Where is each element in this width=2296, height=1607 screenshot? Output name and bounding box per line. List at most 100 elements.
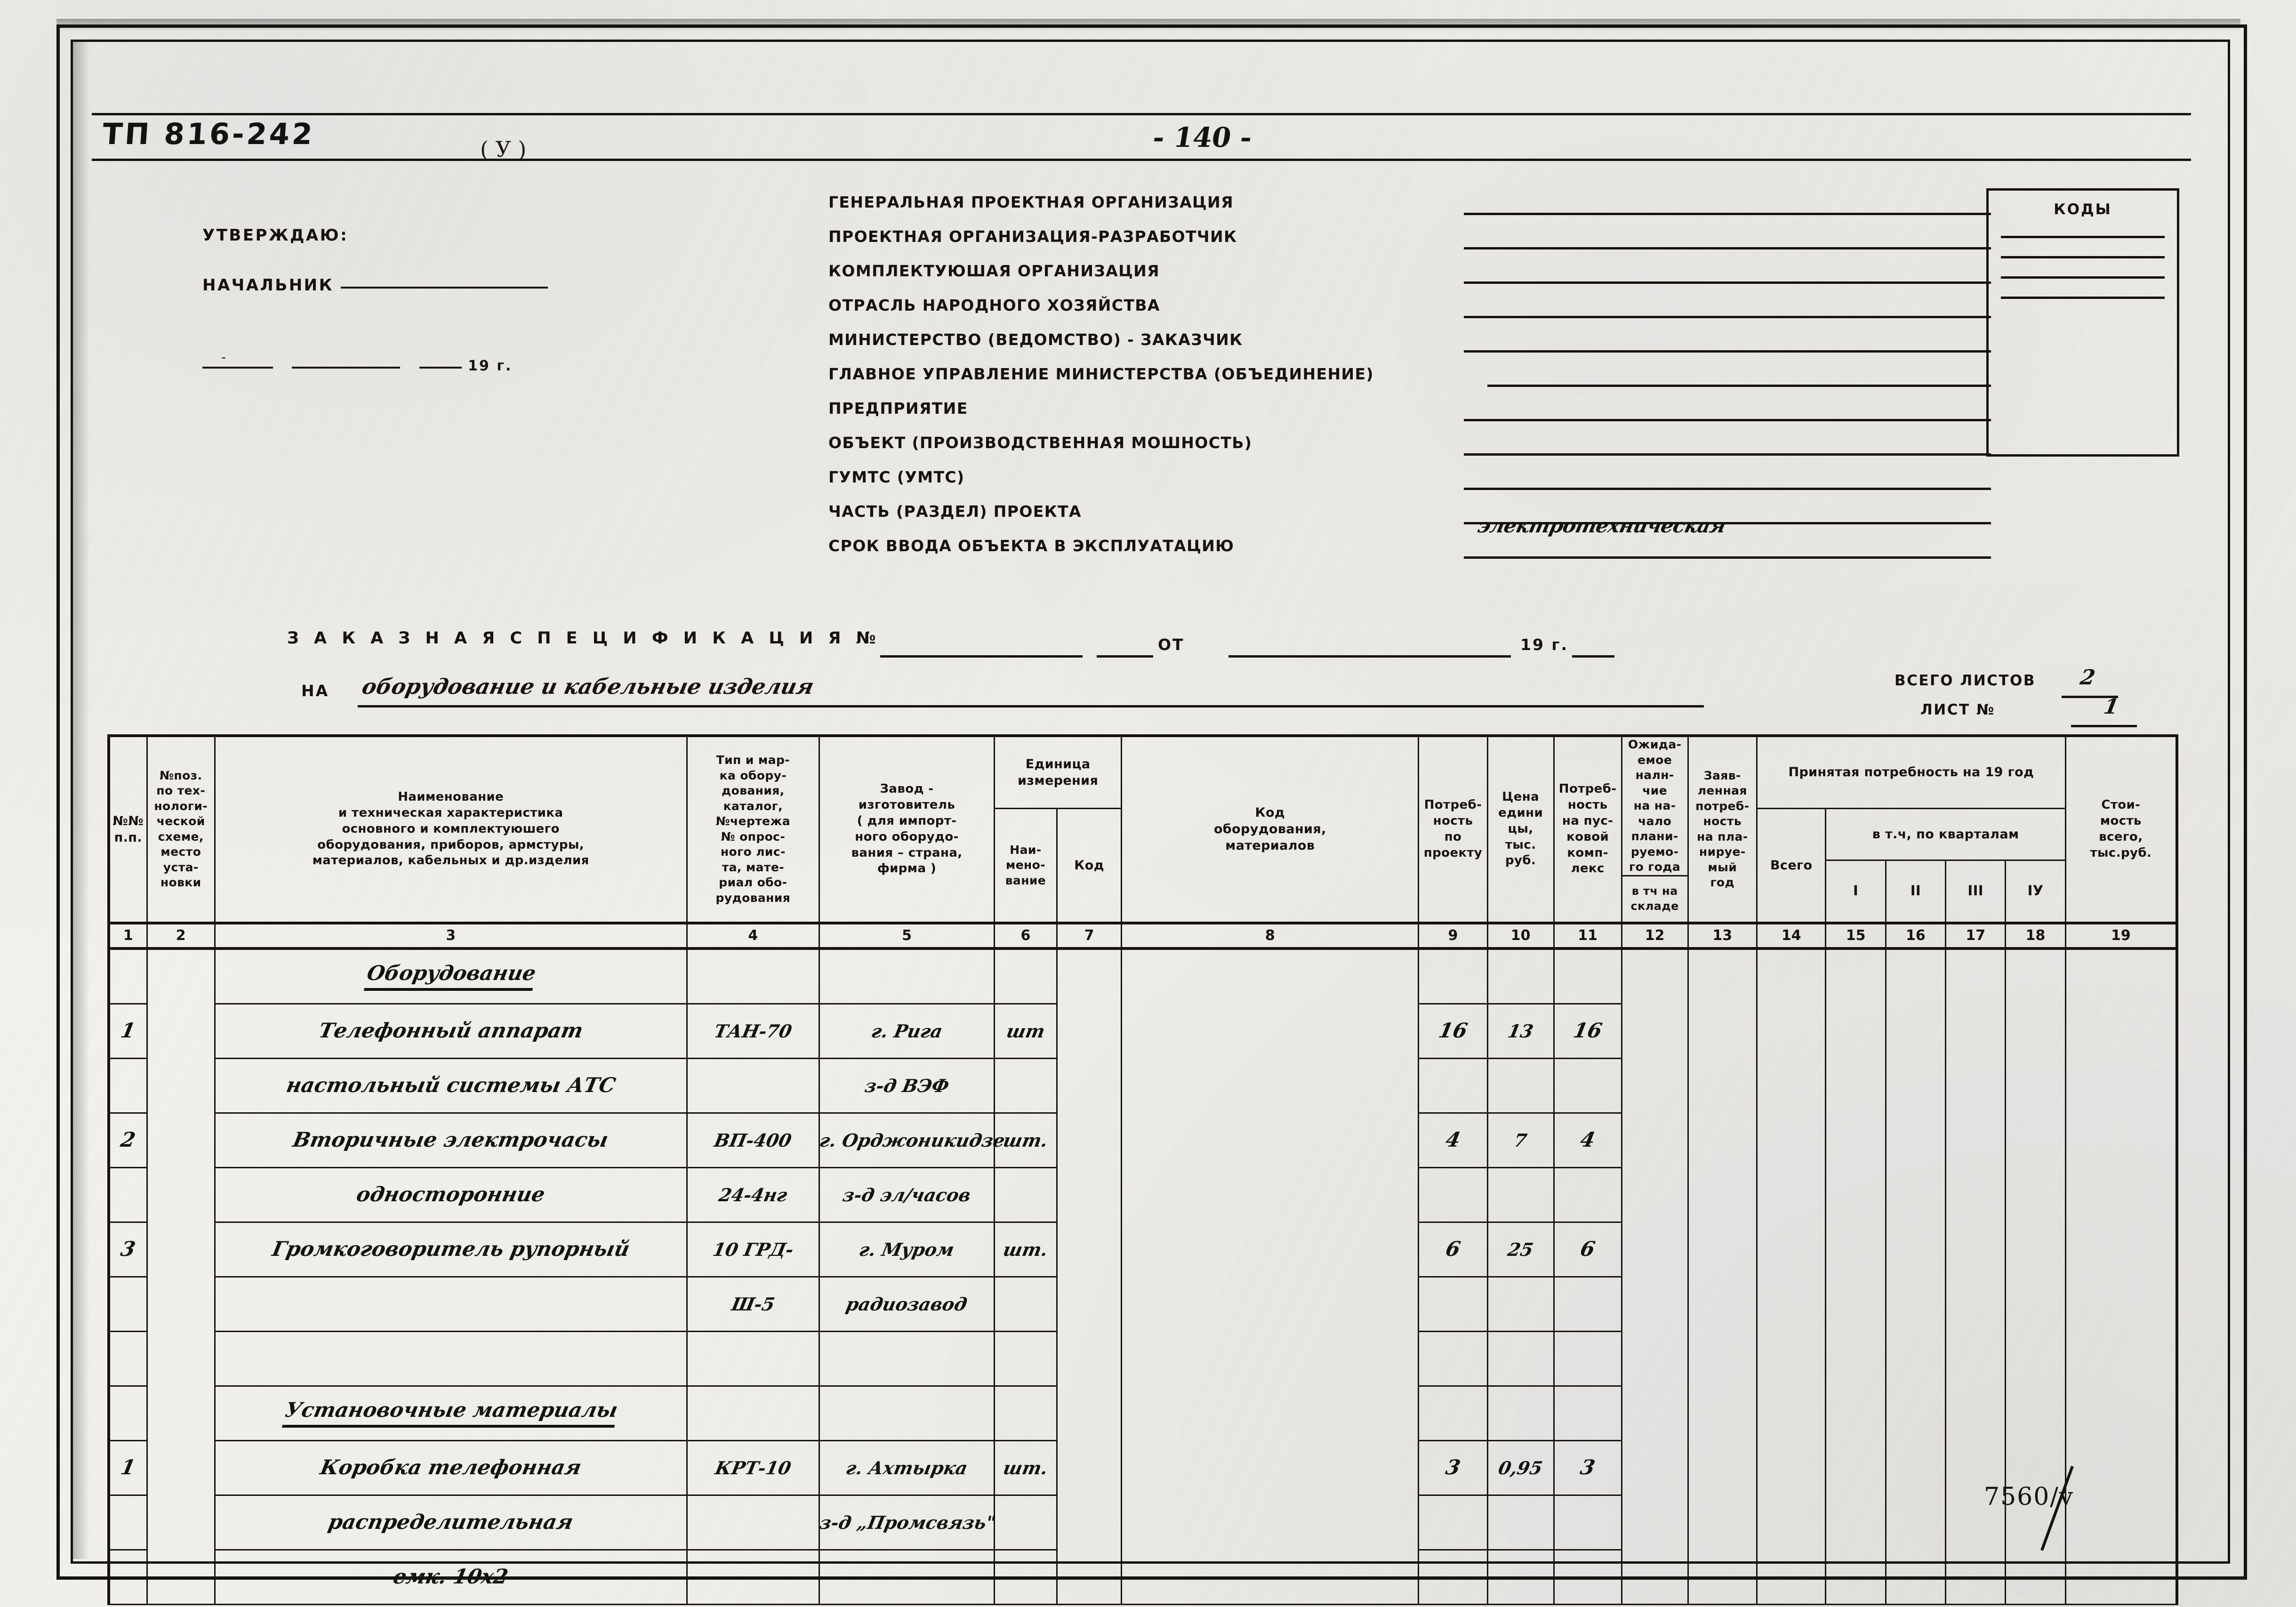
- cell-manufacturer-text: г. Орджоникидзе: [818, 1129, 1007, 1151]
- org-label: ЧАСТЬ (РАЗДЕЛ) ПРОЕКТА: [828, 502, 1082, 521]
- spec-year-label: 19 г.: [1520, 635, 1569, 654]
- code-line[interactable]: [2001, 236, 2165, 238]
- date-month-line[interactable]: [292, 367, 401, 369]
- org-label: ГЛАВНОЕ УПРАВЛЕНИЕ МИНИСТЕРСТВА (ОБЪЕДИН…: [828, 365, 1374, 383]
- spec-year-line[interactable]: [1572, 655, 1614, 658]
- th-manufacturer: Завод - изготовитель ( для импорт- ного …: [819, 734, 995, 924]
- org-value-line[interactable]: [1464, 419, 1991, 421]
- cell-expected-stock: [1621, 1058, 1689, 1113]
- sheet-label: ЛИСТ №: [1920, 701, 1995, 718]
- cell-need-project: 4: [1418, 1112, 1488, 1168]
- cell-quarter-4: [2005, 1440, 2066, 1495]
- cell-code-equipment: [1121, 1058, 1420, 1113]
- spec-number-line[interactable]: [880, 655, 1083, 658]
- cell-unit-price: [1486, 1330, 1555, 1387]
- th-unit-group: Единица измерения: [993, 734, 1123, 809]
- cell-row-number: 1: [107, 1003, 148, 1059]
- cell-unit-name: [993, 1494, 1058, 1551]
- chief-signature-line[interactable]: [341, 287, 548, 289]
- total-sheets-line[interactable]: [2062, 696, 2118, 698]
- org-value-line[interactable]: [1487, 385, 1991, 387]
- spec-ot-line-left[interactable]: [1097, 655, 1153, 658]
- cell-quarter-3: [1945, 1113, 2007, 1167]
- cell-position: [146, 1222, 216, 1277]
- org-label: ПРОЕКТНАЯ ОРГАНИЗАЦИЯ-РАЗРАБОТЧИК: [828, 227, 1237, 246]
- cell-type: [686, 1330, 820, 1387]
- cell-quarter-1: [1825, 948, 1887, 1004]
- cell-quarter-3: [1945, 948, 2007, 1004]
- colnum: 1: [107, 921, 148, 950]
- cell-unit-price: [1486, 1057, 1555, 1114]
- th-accepted-total: Всего: [1756, 808, 1827, 924]
- cell-type: Ш-5: [686, 1276, 820, 1332]
- sheet-number-line[interactable]: [2071, 725, 2137, 727]
- colnum: 3: [214, 921, 688, 950]
- org-value-line[interactable]: [1464, 453, 1991, 456]
- cell-code-equipment: [1121, 1222, 1420, 1277]
- code-line[interactable]: [2001, 276, 2165, 279]
- cell-row-number: [107, 1385, 148, 1441]
- cell-total-cost: [2064, 1550, 2178, 1605]
- cell-need-startup: 16: [1553, 1003, 1622, 1059]
- cell-code-equipment: [1121, 1277, 1420, 1331]
- cell-accepted-total: [1756, 1004, 1827, 1058]
- cell-need-startup-text: 16: [1571, 1019, 1604, 1043]
- th-unit-code: Код: [1056, 808, 1123, 924]
- cell-need-startup: [1553, 1494, 1622, 1551]
- cell-quarter-3: [1945, 1386, 2007, 1440]
- colnum: 7: [1056, 921, 1123, 950]
- cell-type-text: 10 ГРД-: [711, 1238, 795, 1260]
- cell-manufacturer: г. Орджоникидзе: [818, 1112, 1007, 1168]
- org-value-line[interactable]: [1464, 522, 1991, 524]
- cell-code-equipment: [1121, 948, 1420, 1004]
- cell-need-project: [1418, 1276, 1488, 1332]
- colnum: 14: [1756, 921, 1827, 950]
- th-expected-stock: Ожида- емое налн- чие на на- чало плани-…: [1621, 734, 1689, 876]
- date-dot-mark: -: [221, 349, 226, 365]
- th-quarters-group: в т.ч, по кварталам: [1825, 808, 2066, 861]
- colnum: 9: [1418, 921, 1488, 950]
- cell-unit-price: [1486, 1549, 1555, 1605]
- colnum: 13: [1687, 921, 1758, 950]
- spec-date-line[interactable]: [1228, 655, 1511, 658]
- org-value-line[interactable]: [1464, 247, 1991, 249]
- cell-expected-stock: [1621, 1113, 1689, 1167]
- org-value-line[interactable]: [1464, 316, 1991, 318]
- cell-name: Вторичные электрочасы: [214, 1112, 688, 1168]
- cell-row-number: [107, 1276, 148, 1332]
- org-value-line[interactable]: [1464, 556, 1991, 559]
- org-label: ОБЪЕКТ (ПРОИЗВОДСТВЕННАЯ МОШНОСТЬ): [828, 434, 1252, 452]
- org-value-line[interactable]: [1464, 281, 1991, 284]
- cell-quarter-1: [1825, 1167, 1887, 1222]
- cell-name-text: Коробка телефонная: [318, 1456, 584, 1479]
- cell-need-startup: [1553, 1166, 1622, 1223]
- org-value-line[interactable]: [1464, 350, 1991, 353]
- cell-unit-price: 7: [1486, 1112, 1555, 1168]
- colnum: 16: [1885, 921, 1947, 950]
- cell-type-text: КРТ-10: [713, 1457, 793, 1478]
- cell-quarter-4: [2005, 1550, 2066, 1605]
- cell-unit-price: [1486, 1385, 1555, 1441]
- cell-type: [686, 1549, 820, 1605]
- cell-unit-name-text: шт.: [1001, 1457, 1050, 1478]
- cell-manufacturer: з-д ВЭФ: [819, 1057, 995, 1114]
- cell-position: [146, 948, 216, 1004]
- cell-need-project: [1418, 948, 1488, 1004]
- cell-unit-name-text: шт.: [1001, 1238, 1050, 1260]
- code-line[interactable]: [2001, 297, 2165, 299]
- cell-quarter-1: [1825, 1386, 1887, 1440]
- cell-accepted-total: [1756, 1331, 1827, 1386]
- cell-manufacturer: г. Муром: [819, 1221, 995, 1278]
- cell-name: Оборудование: [214, 948, 688, 1004]
- org-value-line[interactable]: [1464, 213, 1991, 215]
- cell-need-startup: [1553, 1276, 1622, 1332]
- org-value-line[interactable]: [1464, 488, 1991, 490]
- cell-need-startup: [1553, 1330, 1622, 1387]
- code-line[interactable]: [2001, 256, 2165, 258]
- cell-manufacturer: г. Ахтырка: [819, 1439, 995, 1496]
- date-day-line[interactable]: [202, 367, 273, 369]
- date-year-line[interactable]: [419, 367, 462, 369]
- na-value-line[interactable]: [358, 705, 1704, 707]
- cell-unit-code: [1056, 1113, 1123, 1167]
